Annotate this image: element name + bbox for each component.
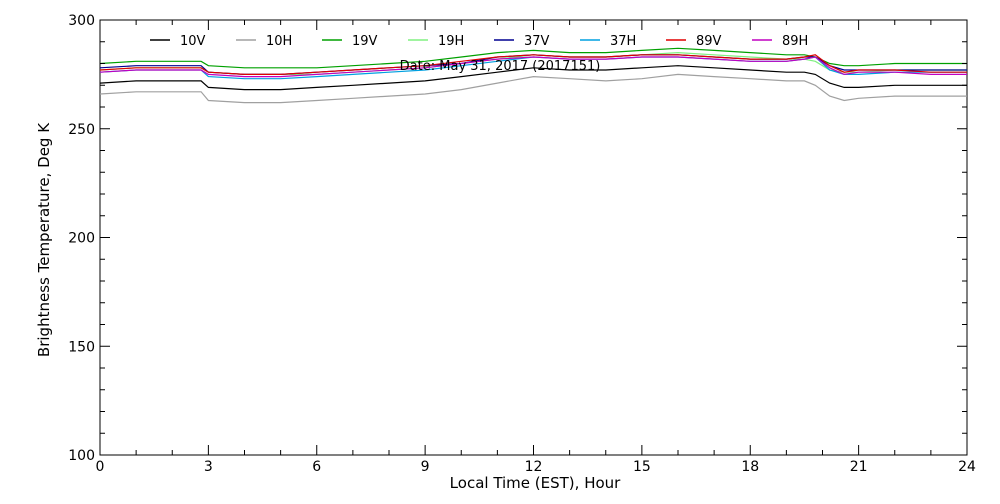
series-line-89V	[99, 54, 967, 76]
y-tick-label: 200	[68, 231, 95, 247]
y-tick-label: 300	[68, 13, 95, 29]
y-tick-label: 100	[68, 448, 95, 464]
x-tick-label: 21	[850, 459, 868, 475]
x-tick-label: 0	[96, 459, 105, 475]
legend-label-89H: 89H	[782, 34, 808, 49]
legend-label-89V: 89V	[696, 34, 722, 49]
x-tick-label: 15	[633, 459, 651, 475]
x-axis-label: Local Time (EST), Hour	[450, 474, 621, 492]
y-axis-label: Brightness Temperature, Deg K	[35, 122, 53, 357]
series-line-10H	[99, 73, 967, 104]
x-tick-label: 6	[312, 459, 321, 475]
date-annotation: Date: May 31, 2017 (2017151)	[400, 59, 601, 74]
tick-layer: 0 3 6 9 12 15 18 21 24 100 150 200 250 300	[68, 13, 976, 475]
legend-label-37V: 37V	[524, 34, 550, 49]
legend-label-19H: 19H	[438, 34, 464, 49]
y-tick-label: 250	[68, 122, 95, 138]
x-tick-label: 12	[525, 459, 543, 475]
series-layer	[99, 47, 967, 104]
series-line-89H	[99, 56, 967, 78]
legend-label-37H: 37H	[610, 34, 636, 49]
legend-label-19V: 19V	[352, 34, 378, 49]
legend-label-10V: 10V	[180, 34, 206, 49]
series-line-10V	[99, 65, 967, 91]
x-tick-label: 24	[958, 459, 976, 475]
legend: 10V 10H 19V 19H 37V 37H 89V 89H	[150, 34, 808, 49]
x-tick-label: 3	[204, 459, 213, 475]
legend-label-10H: 10H	[266, 34, 292, 49]
series-line-19V	[99, 47, 967, 69]
y-tick-label: 150	[68, 339, 95, 355]
x-tick-label: 9	[421, 459, 430, 475]
x-tick-label: 18	[741, 459, 759, 475]
